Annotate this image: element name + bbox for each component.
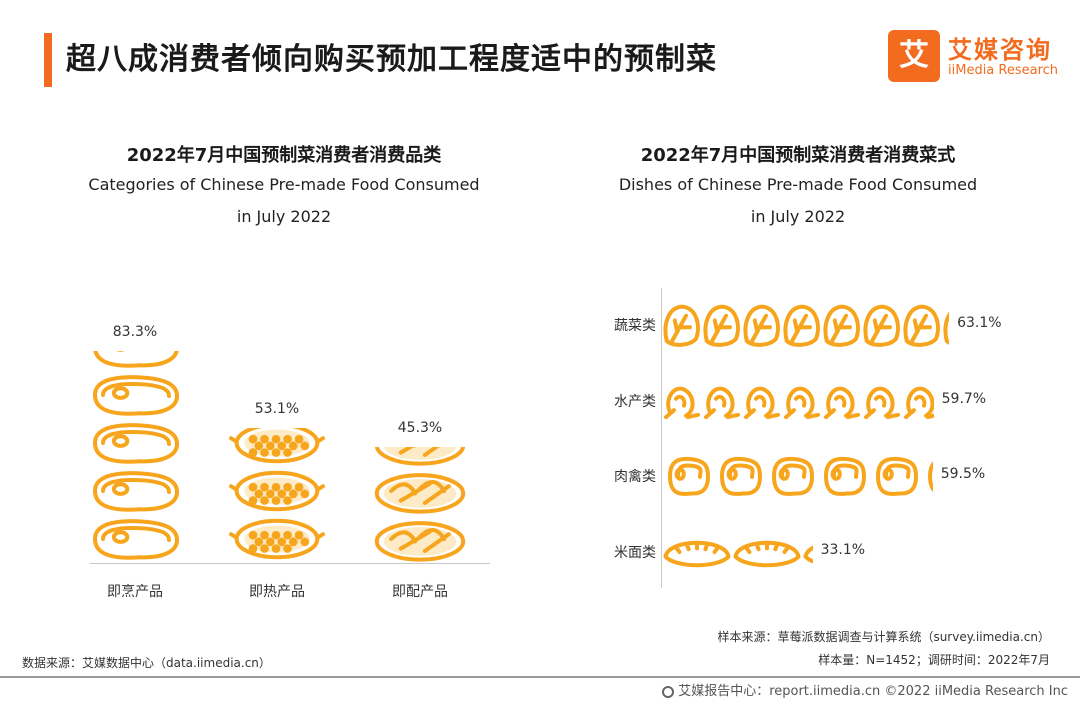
cabbage-icon: [902, 302, 942, 348]
shrimp-icon: [822, 378, 862, 424]
cabbage-icon: [822, 302, 862, 348]
right-category-label-4: 米面类: [614, 545, 656, 561]
right-chart-axis: [661, 288, 662, 588]
left-category-label-2: 即热产品: [249, 584, 305, 600]
right-value-label-3: 59.5%: [940, 466, 986, 482]
right-value-label-1: 63.1%: [957, 315, 1002, 331]
right-bar-3: [662, 453, 933, 499]
left-chart-header: 2022年7月中国预制菜消费者消费品类 Categories of Chines…: [44, 143, 524, 233]
right-value-label-2: 59.7%: [941, 391, 987, 407]
steak-icon: [870, 453, 922, 499]
left-chart-title-en: Categories of Chinese Pre-made Food Cons…: [88, 175, 480, 194]
right-category-label-1: 蔬菜类: [614, 318, 656, 334]
steak-icon: [87, 467, 183, 519]
footer-credit: 艾媒报告中心：report.iimedia.cn ©2022 iiMedia R…: [662, 680, 1068, 699]
footer-rule: [0, 676, 1080, 678]
right-chart-subtitle-en: in July 2022: [750, 207, 846, 226]
steak-icon: [87, 515, 183, 563]
steak-icon: [766, 453, 818, 499]
left-bar-3: [372, 447, 468, 563]
left-chart-baseline: [90, 563, 490, 564]
shrimp-icon: [702, 378, 742, 424]
page-title: 超八成消费者倾向购买预加工程度适中的预制菜: [66, 42, 717, 77]
left-bar-1: [87, 350, 183, 563]
right-bar-2: [662, 378, 934, 424]
left-chart-title-cn: 2022年7月中国预制菜消费者消费品类: [126, 145, 442, 166]
footer-credit-text: 艾媒报告中心：report.iimedia.cn ©2022 iiMedia R…: [678, 684, 1068, 699]
sample-source: 样本来源：草莓派数据调查与计算系统（survey.iimedia.cn）: [717, 630, 1050, 644]
dumpling-icon: [732, 529, 802, 575]
left-value-label-2: 53.1%: [254, 400, 300, 417]
clay-pot-icon: [229, 427, 325, 471]
right-chart-title-en: Dishes of Chinese Pre-made Food Consumed: [618, 175, 978, 194]
cabbage-icon: [942, 302, 950, 348]
globe-icon: [662, 686, 675, 698]
left-value-label-1: 83.3%: [112, 323, 158, 340]
cabbage-icon: [662, 302, 702, 348]
logo-text-cn: 艾媒咨询: [948, 36, 1052, 64]
mixed-dish-icon: [372, 515, 468, 563]
dumpling-icon: [802, 529, 813, 575]
left-chart-subtitle-en: in July 2022: [236, 207, 332, 226]
steak-icon: [87, 371, 183, 423]
shrimp-icon: [742, 378, 782, 424]
steak-icon: [922, 453, 933, 499]
cabbage-icon: [782, 302, 822, 348]
iimedia-logo: 艾 艾媒咨询 iiMedia Research: [888, 30, 1068, 86]
right-bar-4: [662, 529, 813, 575]
cabbage-icon: [742, 302, 782, 348]
steak-icon: [662, 453, 714, 499]
steak-icon: [87, 419, 183, 471]
clay-pot-icon: [229, 467, 325, 519]
dumpling-icon: [662, 529, 732, 575]
shrimp-icon: [662, 378, 702, 424]
right-chart-title-cn: 2022年7月中国预制菜消费者消费菜式: [640, 145, 956, 166]
mixed-dish-icon: [372, 467, 468, 519]
right-category-label-2: 水产类: [614, 394, 656, 410]
sample-size: 样本量：N=1452；调研时间：2022年7月: [818, 653, 1050, 667]
data-source: 数据来源：艾媒数据中心（data.iimedia.cn）: [22, 656, 271, 670]
right-bar-1: [662, 302, 950, 348]
steak-icon: [714, 453, 766, 499]
shrimp-icon: [902, 378, 934, 424]
left-bar-2: [229, 427, 325, 563]
cabbage-icon: [702, 302, 742, 348]
left-category-label-1: 即烹产品: [107, 584, 163, 600]
left-value-label-3: 45.3%: [397, 420, 443, 437]
right-chart-header: 2022年7月中国预制菜消费者消费菜式 Dishes of Chinese Pr…: [558, 143, 1038, 233]
title-accent-bar: [44, 33, 52, 87]
shrimp-icon: [782, 378, 822, 424]
right-value-label-4: 33.1%: [820, 542, 866, 558]
right-category-label-3: 肉禽类: [614, 469, 656, 485]
logo-text-en: iiMedia Research: [948, 63, 1059, 78]
logo-mark: 艾: [888, 30, 940, 82]
cabbage-icon: [862, 302, 902, 348]
left-category-label-3: 即配产品: [392, 584, 448, 600]
shrimp-icon: [862, 378, 902, 424]
steak-icon: [818, 453, 870, 499]
steak-icon: [87, 350, 183, 375]
mixed-dish-icon: [372, 447, 468, 471]
clay-pot-icon: [229, 515, 325, 563]
